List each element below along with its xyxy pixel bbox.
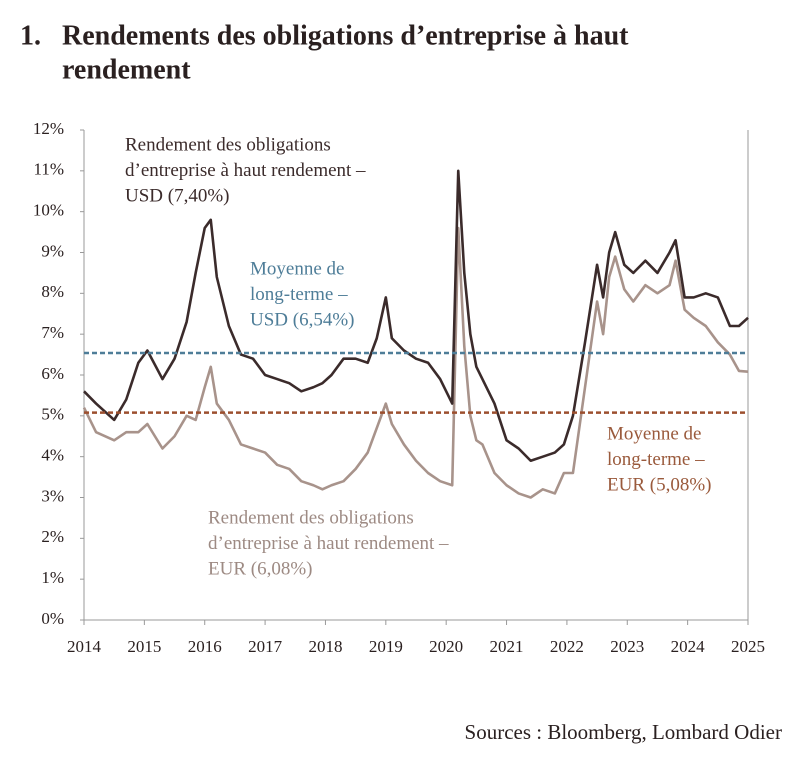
x-tick-label: 2024 (671, 637, 706, 656)
series-label: Rendement des obligations (125, 134, 331, 155)
x-tick-label: 2016 (188, 637, 222, 656)
x-tick-label: 2015 (127, 637, 161, 656)
x-tick-label: 2023 (610, 637, 644, 656)
series-label: EUR (6,08%) (208, 558, 312, 579)
reference-label: EUR (5,08%) (607, 474, 711, 495)
y-tick-label: 12% (33, 119, 64, 138)
y-tick-label: 9% (41, 241, 64, 260)
y-tick-label: 11% (33, 160, 64, 179)
reference-label: Moyenne de (607, 423, 701, 444)
series-line (82, 226, 749, 499)
y-tick-label: 3% (41, 486, 64, 505)
x-tick-label: 2022 (550, 637, 584, 656)
x-tick-label: 2017 (248, 637, 283, 656)
x-tick-label: 2020 (429, 637, 463, 656)
series-line (83, 169, 749, 463)
reference-label: USD (6,54%) (250, 309, 355, 330)
y-tick-label: 4% (41, 446, 64, 465)
x-tick-label: 2018 (308, 637, 342, 656)
x-tick-label: 2021 (490, 637, 524, 656)
reference-label: long-terme – (250, 284, 348, 305)
y-tick-label: 6% (41, 364, 64, 383)
y-tick-label: 7% (41, 323, 64, 342)
chart-title: rendement (62, 54, 191, 85)
y-tick-label: 2% (41, 527, 64, 546)
series-label: d’entreprise à haut rendement – (125, 160, 366, 181)
y-tick-label: 1% (41, 568, 64, 587)
y-tick-label: 0% (41, 609, 64, 628)
source: Sources : Bloomberg, Lombard Odier (465, 720, 782, 744)
chart-number: 1. (20, 20, 41, 51)
y-tick-label: 5% (41, 405, 64, 424)
series-label: Rendement des obligations (208, 507, 414, 528)
y-tick-label: 8% (41, 282, 64, 301)
y-tick-label: 10% (33, 201, 64, 220)
series-label: USD (7,40%) (125, 185, 230, 206)
chart-title: Rendements des obligations d’entreprise … (62, 20, 629, 51)
x-tick-label: 2025 (731, 637, 765, 656)
x-tick-label: 2019 (369, 637, 403, 656)
x-tick-label: 2014 (67, 637, 102, 656)
reference-label: long-terme – (607, 449, 705, 470)
reference-label: Moyenne de (250, 258, 344, 279)
series-label: d’entreprise à haut rendement – (208, 533, 449, 554)
